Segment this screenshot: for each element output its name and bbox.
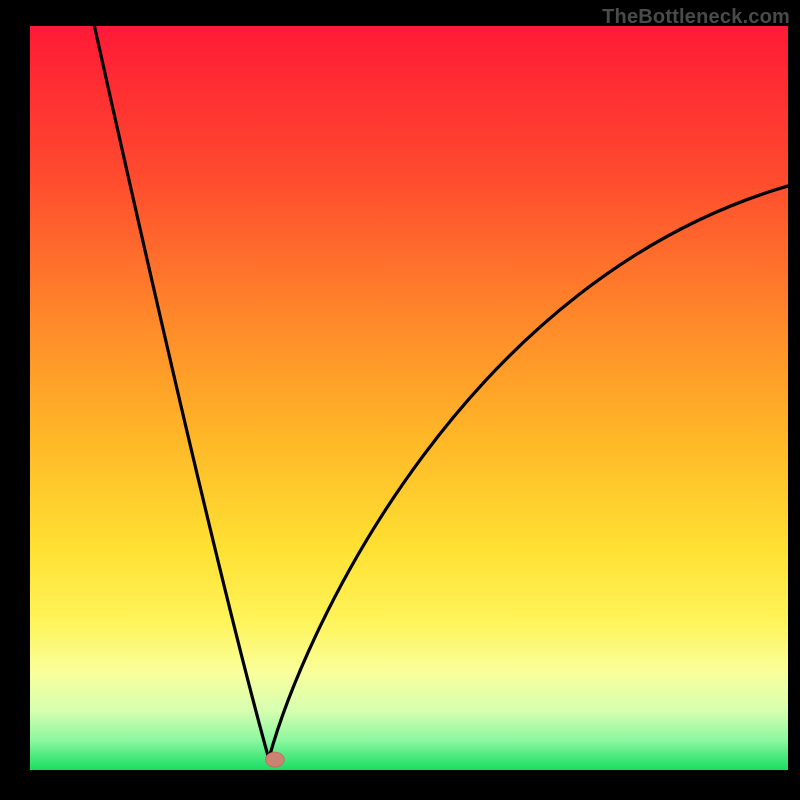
chart-container: TheBottleneck.com	[0, 0, 800, 800]
plot-area	[30, 26, 788, 770]
bottleneck-chart	[0, 0, 800, 800]
watermark-text: TheBottleneck.com	[602, 6, 790, 29]
optimal-point-marker	[265, 752, 284, 767]
